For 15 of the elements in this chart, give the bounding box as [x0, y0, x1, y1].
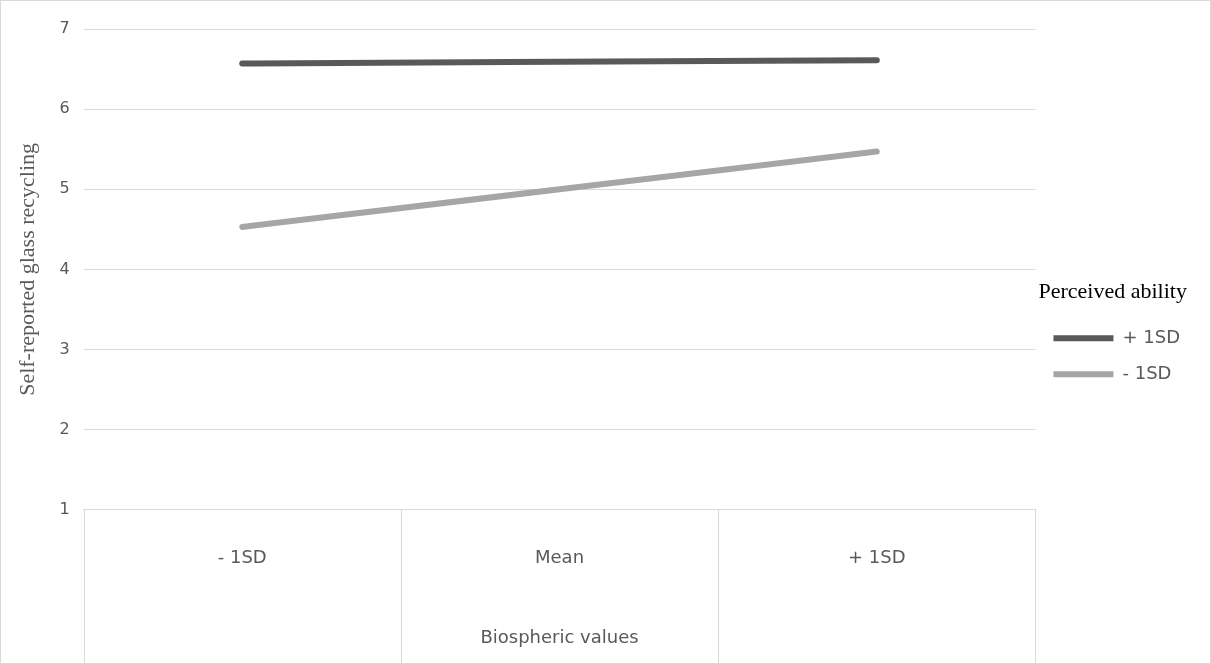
y-axis-title: Self-reported glass recycling: [13, 142, 39, 396]
y-tick-label: 5: [59, 178, 70, 198]
legend-title: Perceived ability: [1038, 277, 1187, 303]
x-axis-title: Biospheric values: [480, 625, 639, 647]
y-tick-label: 2: [59, 418, 70, 438]
legend-label: + 1SD: [1122, 325, 1180, 347]
x-tick-label: - 1SD: [217, 546, 267, 568]
legend-label: - 1SD: [1122, 361, 1172, 383]
y-tick-label: 4: [59, 258, 70, 278]
x-tick-label: + 1SD: [848, 546, 906, 568]
y-tick-label: 7: [59, 18, 70, 38]
y-tick-label: 1: [59, 498, 70, 518]
y-tick-label: 6: [59, 98, 70, 118]
x-tick-label: Mean: [535, 546, 585, 568]
y-tick-label: 3: [59, 338, 70, 358]
